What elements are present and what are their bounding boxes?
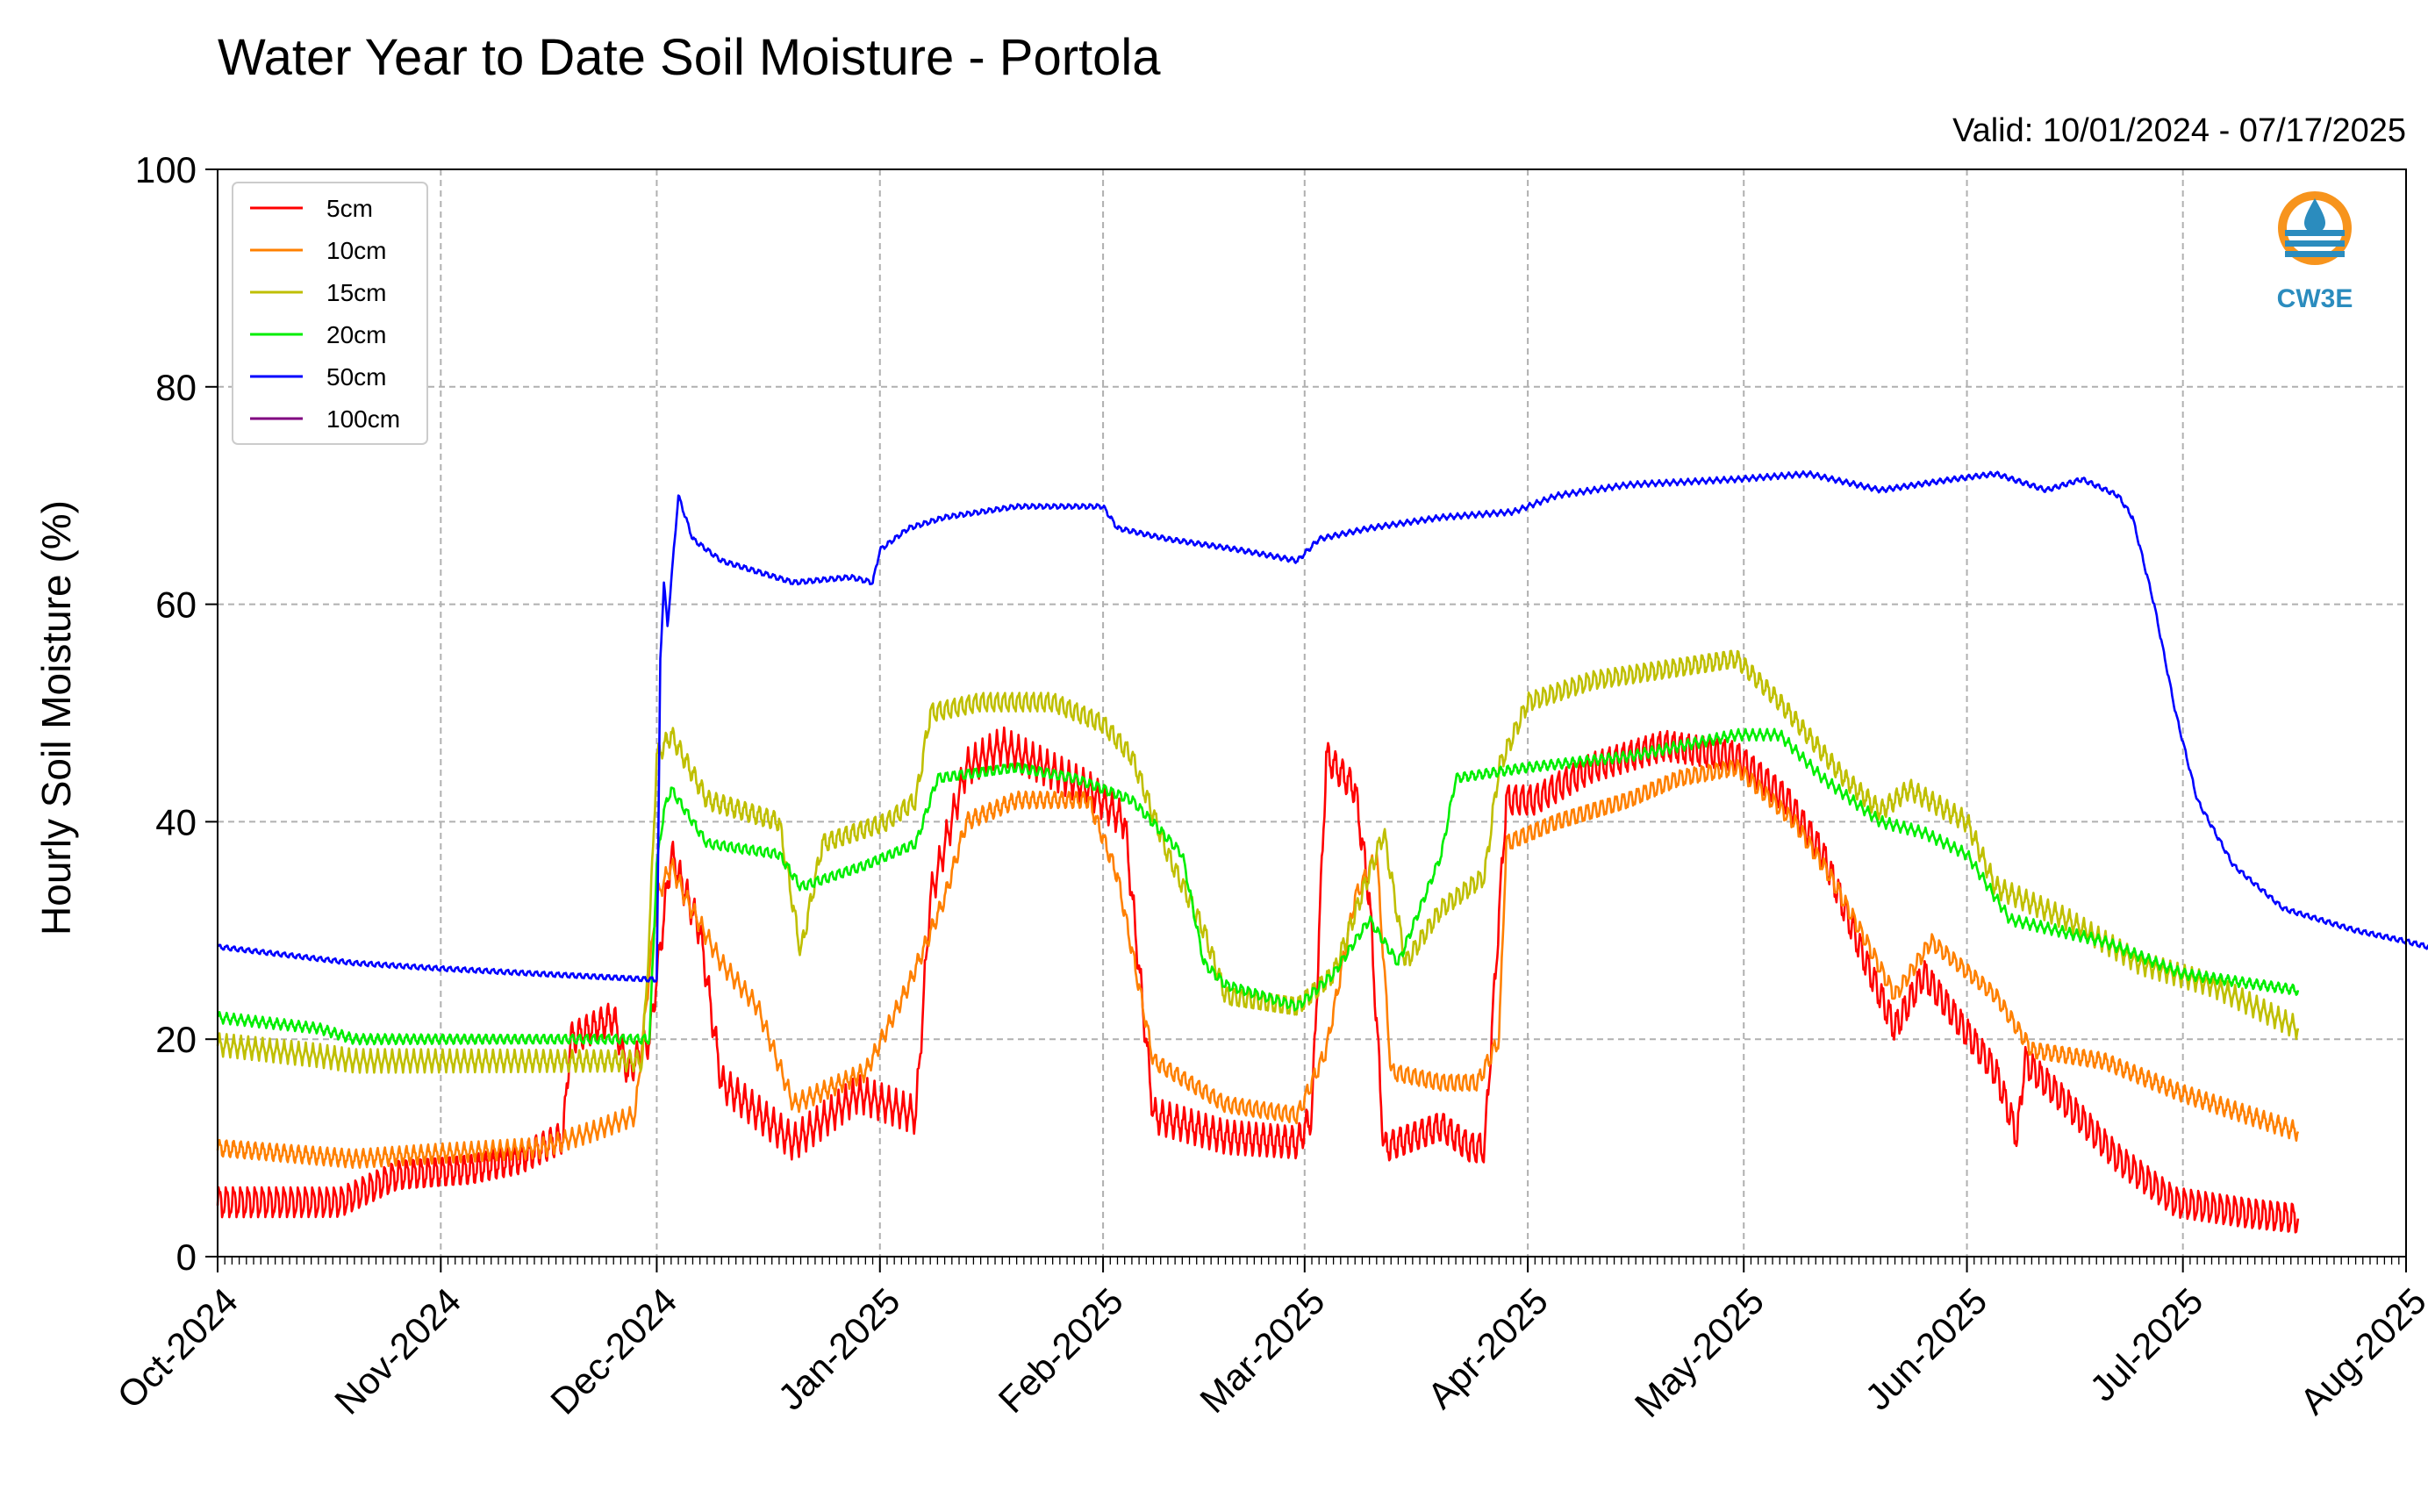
x-tick-label: Jul-2025 [2081,1280,2210,1409]
y-tick-label: 60 [155,584,197,626]
axes: 0 20 40 60 80 100 Oct-2024 Nov-2024 Dec-2024 Jan-… [109,149,2428,1425]
x-tick-label: Aug-2025 [2292,1280,2428,1422]
legend-label-50cm: 50cm [326,363,386,391]
series-line-50cm [217,469,2428,983]
x-tick-label: Mar-2025 [1192,1280,1332,1421]
y-tick-label: 40 [155,801,197,842]
x-tick-label: Feb-2025 [991,1280,1131,1421]
y-tick-label: 0 [176,1236,197,1278]
series-line-10cm [216,759,2300,1169]
cw3e-logo: CW3E [2277,191,2353,313]
y-tick-label: 80 [155,367,197,408]
x-tick-label: Jun-2025 [1857,1280,1995,1418]
legend-label-15cm: 15cm [326,279,386,306]
chart-title: Water Year to Date Soil Moisture - Porto… [218,29,1161,86]
series-line-20cm [217,727,2300,1046]
y-axis-label: Hourly Soil Moisture (%) [33,500,79,935]
chart-subtitle: Valid: 10/01/2024 - 07/17/2025 [1952,112,2406,149]
legend: 5cm 10cm 15cm 20cm 50cm 100cm [232,182,428,445]
x-tick-label: Jan-2025 [770,1280,908,1418]
x-tick-label: Oct-2024 [109,1280,245,1416]
legend-label-100cm: 100cm [326,405,400,433]
x-tick-label: May-2025 [1627,1280,1772,1425]
x-tick-label: Apr-2025 [1420,1280,1556,1416]
series-line-5cm [216,726,2300,1234]
logo-text: CW3E [2277,284,2353,313]
water-drop-icon [2304,198,2325,233]
series-lines [216,469,2428,1234]
x-tick-label: Nov-2024 [326,1280,469,1422]
x-tick-label: Dec-2024 [542,1280,684,1422]
series-line-15cm [216,649,2300,1074]
legend-label-20cm: 20cm [326,321,386,348]
legend-label-10cm: 10cm [326,237,386,264]
legend-label-5cm: 5cm [326,195,373,222]
y-tick-label: 100 [135,149,197,190]
y-tick-label: 20 [155,1019,197,1060]
legend-frame [232,182,428,445]
